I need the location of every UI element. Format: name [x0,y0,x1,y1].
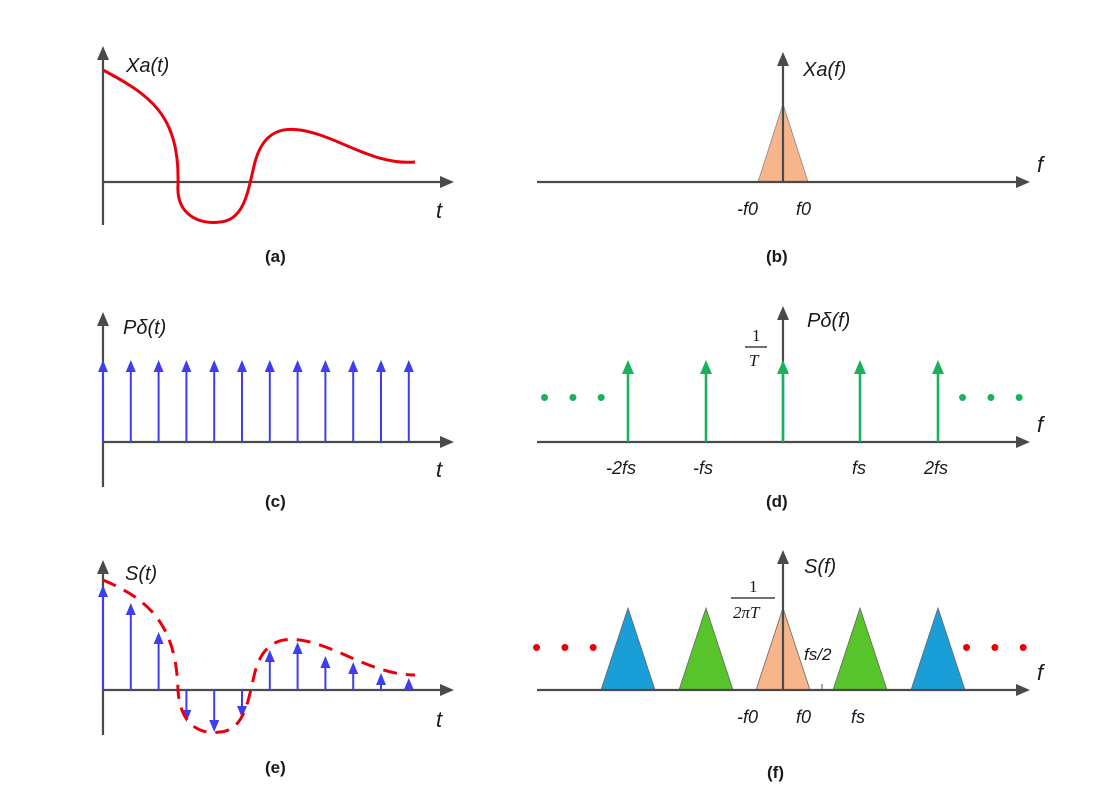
impulse-train [98,360,414,442]
impulse-head [153,360,164,372]
axis-arrowhead [1016,176,1030,188]
panel-a: Xa(t) t (a) [97,46,454,266]
panel-b: Xa(f) f -f0 f0 (b) [537,52,1046,266]
xlabel-f: f [1037,412,1046,437]
caption-d: (d) [766,492,788,511]
ylabel-p-delta-t: Pδ(t) [123,317,166,339]
axis-arrowhead [440,436,454,448]
sample-stem-head [153,632,164,644]
half-rate-label: fs/2 [804,645,832,664]
impulse-head [292,360,303,372]
image-spectrum-blue [600,606,656,691]
sample-stem-head [98,585,108,597]
ellipsis-right: • • • [962,632,1034,662]
tick-minus-2fs: -2fs [606,458,636,478]
xlabel-f: f [1037,152,1046,177]
axis-arrowhead [97,312,109,326]
amp-denominator: T [749,351,760,370]
axis-arrowhead [777,52,789,66]
image-spectrum-green [678,606,734,691]
tick-f0: f0 [796,199,811,219]
impulse-head [125,360,136,372]
sample-stem-head [237,706,247,718]
tick-f0: f0 [796,707,811,727]
impulse-head [237,360,247,372]
xlabel-f: f [1037,660,1046,685]
impulse-head [98,360,108,372]
panel-c: Pδ(t) t (c) [97,312,454,511]
tick-minus-fs: -fs [693,458,713,478]
ylabel-xa-f: Xa(f) [802,59,846,81]
sampled-signal-stems [98,585,414,732]
xlabel-t: t [436,198,443,223]
comb-spike-head [932,360,944,374]
comb-spike-head [622,360,634,374]
sample-stem-head [264,650,275,662]
axis-arrowhead [97,560,109,574]
amp-numerator: 1 [749,577,758,596]
ellipsis-left: • • • [532,632,604,662]
axis-arrowhead [97,46,109,60]
impulse-head [320,360,331,372]
analog-signal-curve [102,68,416,225]
sample-stem-head [376,673,386,685]
ylabel-xa-t: Xa(t) [125,55,169,77]
comb-spike-head [777,360,789,374]
impulse-head [348,360,359,372]
panel-d: • • • • • • 1 T Pδ(f) f -2fs -fs fs 2fs … [537,306,1046,511]
impulse-head [376,360,386,372]
frequency-comb [622,360,944,442]
sample-stem-head [320,656,331,668]
tick-minus-f0: -f0 [737,707,758,727]
xlabel-t: t [436,457,443,482]
signal-envelope-dashed [102,578,416,734]
comb-spike-head [854,360,866,374]
ylabel-p-delta-f: Pδ(f) [807,310,850,332]
panel-f: • • • • • • 1 2πT S(f) fs/2 f -f0 f0 fs … [532,550,1046,782]
impulse-head [209,360,220,372]
amp-numerator: 1 [752,326,761,345]
caption-a: (a) [265,247,286,266]
ellipsis-left: • • • [540,382,612,412]
axis-arrowhead [440,176,454,188]
ylabel-s-t: S(t) [125,563,157,585]
impulse-head [264,360,275,372]
axis-arrowhead [1016,684,1030,696]
sample-stem-head [403,678,414,690]
axis-arrowhead [777,550,789,564]
ellipsis-right: • • • [958,382,1030,412]
caption-b: (b) [766,247,788,266]
axis-arrowhead [1016,436,1030,448]
xlabel-t: t [436,707,443,732]
panel-e: S(t) t (e) [97,560,454,777]
axis-arrowhead [777,306,789,320]
sample-stem-head [209,720,220,732]
ylabel-s-f: S(f) [804,556,836,578]
tick-2fs: 2fs [923,458,948,478]
caption-c: (c) [265,492,286,511]
caption-e: (e) [265,758,286,777]
sample-stem-head [348,662,359,674]
image-spectrum-green [832,606,888,691]
amp-denominator: 2πT [733,603,761,622]
sample-stem-head [292,642,303,654]
impulse-head [403,360,414,372]
tick-minus-f0: -f0 [737,199,758,219]
impulse-head [181,360,192,372]
image-spectrum-blue [910,606,966,691]
caption-f: (f) [767,763,784,782]
sample-stem-head [125,603,136,615]
tick-fs: fs [851,707,865,727]
tick-fs: fs [852,458,866,478]
comb-spike-head [700,360,712,374]
axis-arrowhead [440,684,454,696]
